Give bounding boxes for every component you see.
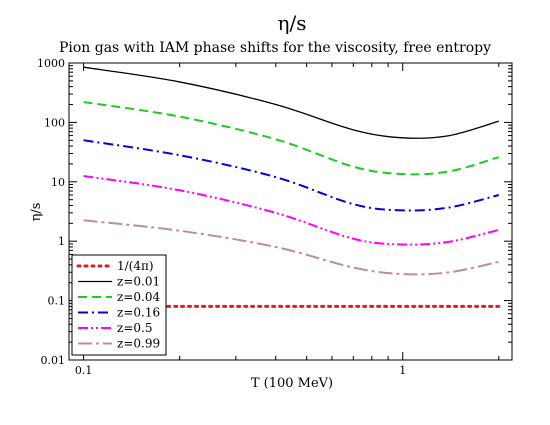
chart-title: η/s xyxy=(278,11,307,35)
series-line-1 xyxy=(83,66,499,139)
series-group xyxy=(82,66,501,308)
x-tick-label: 0.1 xyxy=(75,364,93,377)
y-tick-label: 0.01 xyxy=(41,354,66,367)
y-tick-label: 10 xyxy=(51,176,65,189)
series-line-4 xyxy=(83,175,500,246)
y-tick-label: 100 xyxy=(44,116,65,129)
legend: 1/(4π) z=0.01z=0.04 z=0.16z=0.5 z=0.99 xyxy=(71,254,167,356)
x-tick-label: 1 xyxy=(399,364,406,377)
legend-box xyxy=(71,254,167,356)
y-tick-label: 1 xyxy=(58,235,65,248)
series-line-5 xyxy=(83,219,499,276)
series-line-2 xyxy=(83,101,500,176)
plot-frame xyxy=(68,62,513,361)
plot-area xyxy=(82,66,501,308)
y-tick-label: 1000 xyxy=(37,57,65,70)
legend-label-4: z=0.5 xyxy=(117,321,152,335)
y-axis-label: η/s xyxy=(29,203,44,222)
x-axis-label: T (100 MeV) xyxy=(251,376,333,391)
legend-label-2: z=0.04 xyxy=(117,290,160,304)
y-tick-label: 0.1 xyxy=(48,295,66,308)
legend-label-1: z=0.01 xyxy=(117,275,160,289)
series-line-3 xyxy=(83,139,500,212)
chart-subtitle: Pion gas with IAM phase shifts for the v… xyxy=(59,40,491,56)
legend-label-3: z=0.16 xyxy=(117,306,160,320)
legend-label-5: z=0.99 xyxy=(117,337,160,351)
axes: 0.1 1 0.01 0.1 1 10 100 1000 xyxy=(37,57,513,377)
legend-label-0: 1/(4π) xyxy=(117,259,154,273)
